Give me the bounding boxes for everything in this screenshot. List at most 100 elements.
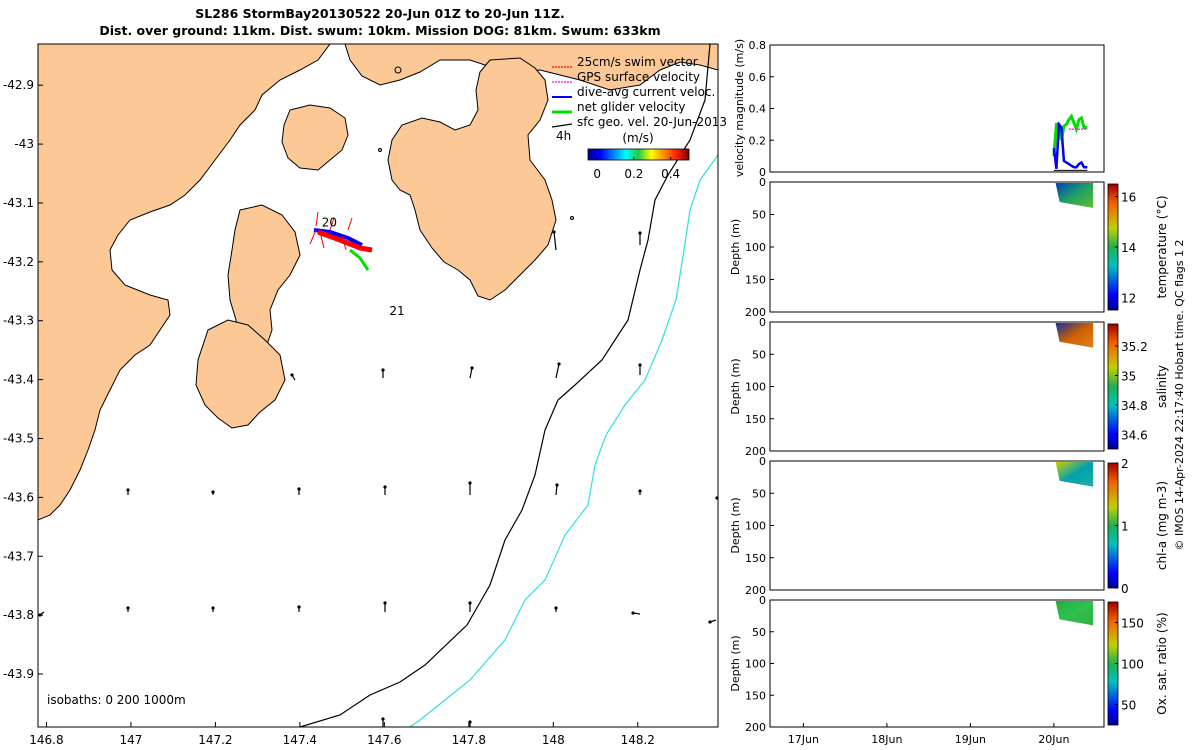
speed-colorbar-title: (m/s) [622, 131, 653, 145]
time-tick-label: 20Jun [1038, 733, 1069, 746]
profile-variable-label: Ox. sat. ratio (%) [1155, 612, 1169, 714]
profile-ytick-label: 200 [745, 584, 766, 597]
velocity-series-line-1 [1052, 121, 1088, 169]
profile-frame [769, 181, 1105, 313]
net-velocity-track [349, 248, 370, 271]
speed-colorbar: (m/s) 0 0.2 0.4 [587, 131, 690, 181]
profile-data-patch [1055, 323, 1094, 348]
time-tick-label: 19Jun [955, 733, 986, 746]
map-time-annotation: 20 [322, 216, 337, 230]
map-xtick-label: 147.6 [367, 733, 401, 747]
map-xtick-label: 147.8 [452, 733, 486, 747]
geo-velocity-arrow [555, 484, 558, 496]
profile-ylabel: Depth (m) [729, 497, 742, 553]
legend-swatch-geo [551, 123, 573, 128]
velocity-ytick-label: 0.2 [749, 134, 767, 147]
profile-colorbar-tick-label: 2 [1121, 457, 1129, 471]
map-ytick-label: -43.3 [3, 314, 34, 328]
profile-variable-label: chl-a (mg m-3) [1155, 481, 1169, 570]
map-xtick-label: 148 [542, 733, 565, 747]
velocity-ytick-label: 0 [759, 166, 766, 179]
chart-title-line-1: SL286 StormBay20130522 20-Jun 01Z to 20-… [195, 6, 565, 21]
profile-panel-2: 0 50 100 150 200 Depth (m) 12 14 16 temperature (… [729, 176, 1169, 319]
profile-variable-label: salinity [1155, 365, 1169, 408]
speed-colorbar-tick-label: 0.2 [624, 167, 643, 181]
geo-velocity-arrowhead [638, 489, 642, 493]
surface-geostrophic-arrows [38, 230, 719, 727]
geo-velocity-arrowhead [126, 488, 130, 492]
profile-ytick-label: 0 [759, 176, 766, 189]
map-ytick-label: -43.9 [3, 667, 34, 681]
legend-label-gps: GPS surface velocity [577, 70, 700, 84]
map-ytick-label: -43.4 [3, 373, 34, 387]
profile-ytick-label: 100 [745, 520, 766, 533]
geo-velocity-arrowhead [297, 487, 301, 491]
geo-velocity-arrowhead [297, 605, 301, 609]
profile-variable-label: temperature (°C) [1155, 196, 1169, 299]
map-xtick-label: 147.2 [198, 733, 232, 747]
legend-label-net: net glider velocity [577, 100, 685, 114]
map-legend: 25cm/s swim vector GPS surface velocity … [551, 55, 727, 143]
profile-ytick-label: 150 [745, 274, 766, 287]
geo-velocity-arrowhead [708, 620, 712, 624]
map-ytick-label: -42.9 [3, 78, 34, 92]
geo-velocity-arrowhead [468, 601, 472, 605]
geo-velocity-arrowhead [638, 231, 642, 235]
profile-colorbar-tick-label: 100 [1121, 658, 1144, 672]
geo-velocity-arrowhead [554, 606, 558, 610]
isobaths-label: isobaths: 0 200 1000m [47, 693, 186, 707]
speed-colorbar-tick-label: 0 [593, 167, 601, 181]
geo-velocity-arrow [553, 231, 557, 251]
legend-label-geo: sfc geo. vel. 20-Jun-2013 [577, 115, 727, 129]
map-ytick-label: -43.5 [3, 431, 34, 445]
profile-colorbar-tick-label: 0 [1121, 582, 1129, 596]
speed-colorbar-tick-label: 0.4 [661, 167, 680, 181]
profile-ylabel: Depth (m) [729, 358, 742, 414]
velocity-y-ticks: 0 0.2 0.4 0.6 0.8 [749, 39, 774, 179]
map-xtick-label: 147 [119, 733, 142, 747]
isobath-200m [299, 44, 711, 727]
profile-ytick-label: 200 [745, 306, 766, 319]
profile-frame [769, 599, 1105, 728]
isobath-1000m [409, 154, 718, 727]
velocity-ytick-label: 0.4 [749, 103, 767, 116]
profile-frame [769, 460, 1105, 591]
imos-watermark: © IMOS 14-Apr-2024 22:17:40 Hobart time.… [1173, 240, 1186, 551]
map-frame [37, 43, 719, 728]
geo-velocity-arrowhead [468, 481, 472, 485]
profile-colorbar-tick-label: 1 [1121, 520, 1129, 534]
geo-velocity-arrowhead [211, 606, 215, 610]
legend-note-4h: 4h [556, 129, 571, 143]
velocity-panel: 0 0.2 0.4 0.6 0.8 velocity magnitude (m/s) [733, 39, 1105, 179]
map-ytick-label: -43.1 [3, 196, 34, 210]
profile-ytick-label: 100 [745, 658, 766, 671]
map-latitude-ticks: -42.9 -43 -43.1 -43.2 -43.3 -43.4 -43.5 -43.6 -4… [3, 78, 43, 681]
profile-ytick-label: 0 [759, 455, 766, 468]
geo-velocity-arrowhead [470, 366, 474, 370]
swim-arrow-2 [309, 229, 317, 245]
islet-1 [394, 66, 402, 74]
geo-velocity-arrowhead [555, 483, 559, 487]
swim-arrow-1 [315, 211, 319, 227]
map-longitude-ticks: 146.8 147 147.2 147.4 147.6 147.8 148 148.2 [29, 722, 655, 747]
map-ytick-label: -43.6 [3, 490, 34, 504]
land-tasman-peninsula [387, 57, 557, 301]
swim-arrow-3 [329, 217, 335, 231]
geo-velocity-arrow [555, 363, 560, 379]
map-ytick-label: -43.7 [3, 549, 34, 563]
profile-colorbar-tick-label: 50 [1121, 699, 1136, 713]
speed-colorbar-ticks: 0 0.2 0.4 [593, 157, 680, 181]
swim-arrow-4 [341, 235, 347, 251]
geo-velocity-arrowhead [383, 485, 387, 489]
profile-ytick-label: 150 [745, 689, 766, 702]
map-xtick-label: 147.4 [283, 733, 317, 747]
geo-velocity-arrowhead [211, 490, 215, 494]
profile-ytick-label: 100 [745, 381, 766, 394]
geo-velocity-arrowhead [381, 368, 385, 372]
profile-ytick-label: 100 [745, 241, 766, 254]
profile-colorbar-tick-label: 35.2 [1121, 340, 1148, 354]
geo-velocity-arrowhead [638, 363, 642, 367]
land-mainland-west [38, 44, 331, 521]
